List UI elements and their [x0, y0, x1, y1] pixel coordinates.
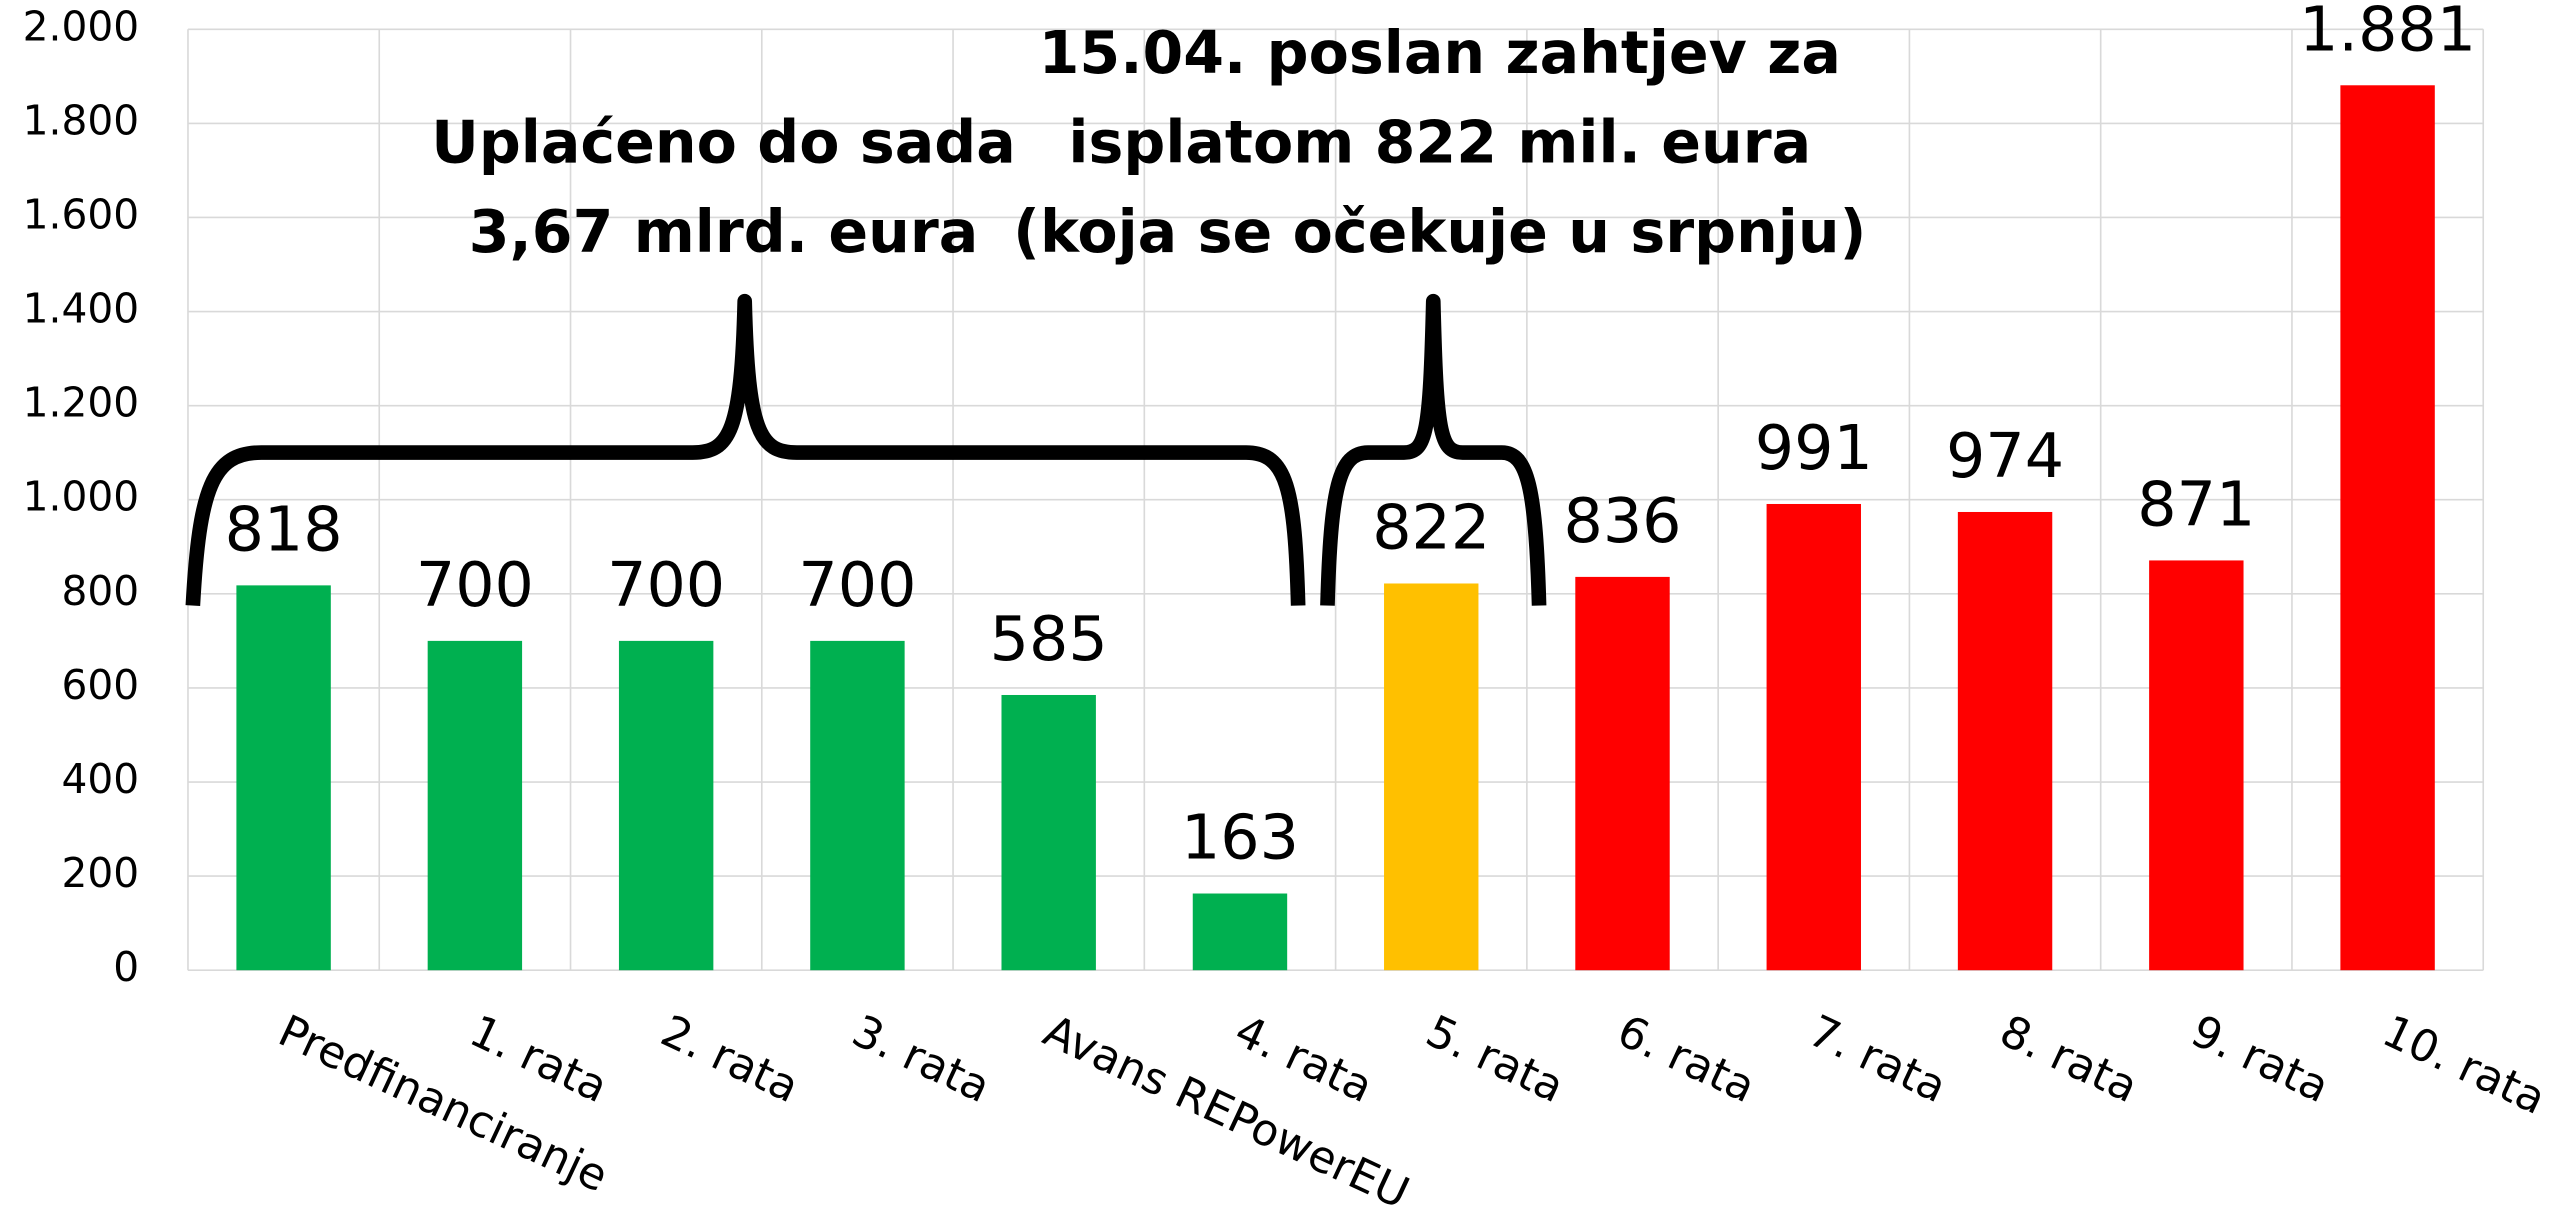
- x-tick-label: 10. rata: [2375, 1006, 2553, 1125]
- bar: [427, 640, 523, 971]
- value-label: 700: [798, 549, 916, 621]
- value-label: 163: [1181, 801, 1299, 873]
- x-tick-label: 3. rata: [845, 1006, 998, 1114]
- value-label: 836: [1563, 485, 1681, 557]
- value-label: 974: [1946, 420, 2064, 492]
- annotation-line: 15.04. poslan zahtjev za: [1039, 19, 1841, 87]
- value-label: 991: [1755, 412, 1873, 484]
- y-tick-label: 1.800: [23, 96, 139, 144]
- bar: [2340, 85, 2435, 971]
- x-tick-label: 5. rata: [1418, 1006, 1571, 1114]
- x-tick-label: 8. rata: [1992, 1006, 2145, 1114]
- annotation-line: 3,67 mlrd. eura: [469, 198, 978, 266]
- bar: [1575, 576, 1670, 971]
- annotation-line: isplatom 822 mil. eura: [1068, 109, 1811, 177]
- x-tick-label: Predfinanciranje: [271, 1006, 616, 1203]
- x-tick-label: 7. rata: [1801, 1006, 1954, 1114]
- value-label: 585: [990, 603, 1108, 675]
- brace-requested: [1320, 293, 1547, 606]
- y-tick-label: 1.400: [23, 285, 139, 333]
- braces: [185, 293, 1547, 606]
- bar: [1384, 583, 1479, 971]
- y-tick-label: 1.200: [23, 379, 139, 427]
- x-tick-label: 6. rata: [1610, 1006, 1763, 1114]
- x-tick-label: 2. rata: [653, 1006, 806, 1114]
- plot: 0 200 400 600 800 1.000 1.200 1.400 1.600 1.800 2.…: [23, 0, 2553, 1216]
- bar: [2149, 560, 2244, 971]
- value-label: 700: [607, 549, 725, 621]
- y-tick-label: 2.000: [23, 2, 139, 50]
- y-tick-label: 1.600: [23, 190, 139, 238]
- bar: [618, 640, 714, 971]
- bar: [1766, 503, 1861, 971]
- value-label: 1.881: [2299, 0, 2476, 65]
- value-label: 822: [1372, 491, 1490, 563]
- bar: [1001, 694, 1096, 971]
- value-label: 700: [416, 549, 534, 621]
- y-tick-label: 800: [61, 567, 139, 615]
- y-tick-label: 200: [61, 849, 139, 897]
- y-tick-label: 1.000: [23, 473, 139, 521]
- value-label: 871: [2137, 468, 2255, 540]
- bar: [810, 640, 905, 971]
- brace-paid: [185, 293, 1306, 606]
- x-tick-label: 9. rata: [2184, 1006, 2337, 1114]
- value-label: 818: [225, 493, 343, 565]
- bar: [236, 585, 331, 971]
- y-tick-label: 0: [113, 943, 139, 991]
- bar: [1192, 893, 1288, 971]
- bar: [1957, 511, 2053, 971]
- annotation-line: Uplaćeno do sada: [431, 109, 1015, 177]
- y-tick-label: 400: [61, 755, 139, 803]
- annotation-line: (koja se očekuje u srpnju): [1013, 198, 1866, 266]
- y-tick-label: 600: [61, 661, 139, 709]
